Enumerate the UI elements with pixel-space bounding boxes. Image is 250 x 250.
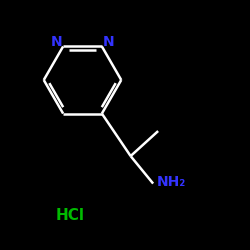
Text: HCl: HCl: [56, 208, 84, 222]
Text: N: N: [102, 35, 114, 49]
Text: N: N: [51, 35, 63, 49]
Text: NH₂: NH₂: [157, 175, 186, 189]
